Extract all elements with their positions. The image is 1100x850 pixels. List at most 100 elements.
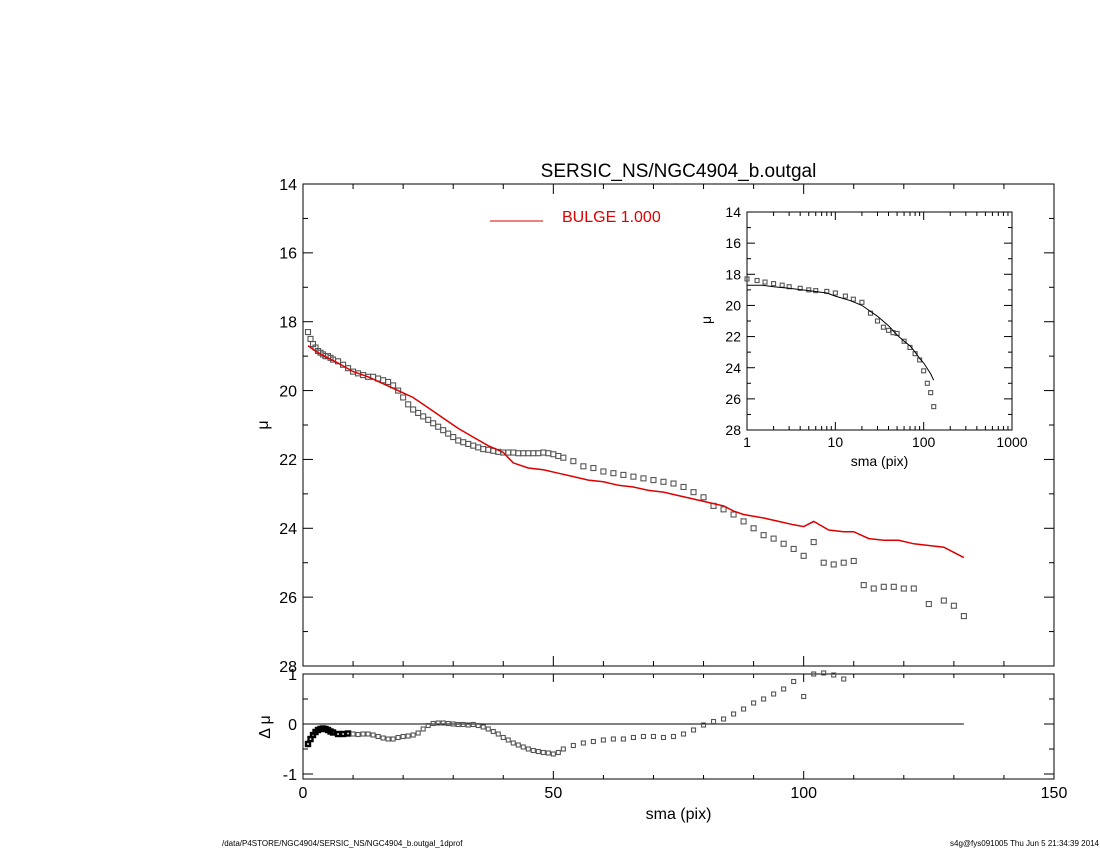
data-point [640, 475, 647, 482]
main-y-axis-label: μ [255, 420, 272, 429]
residual-point [570, 742, 576, 749]
legend-label: BULGE 1.000 [562, 209, 661, 226]
residual-point [480, 724, 486, 730]
data-point [430, 420, 437, 427]
residual-point [600, 737, 606, 743]
inset-data-point [806, 287, 812, 293]
inset-ytick-label: 26 [725, 391, 741, 407]
residual-point [555, 749, 561, 756]
residual-point [465, 722, 471, 728]
residual-xtick-label: 100 [790, 785, 817, 802]
inset-ytick-label: 18 [725, 266, 741, 282]
data-point [870, 585, 877, 592]
residual-point [520, 744, 526, 750]
data-point [550, 451, 557, 458]
inset-data-point [832, 290, 838, 296]
data-point [830, 561, 837, 568]
residual-ytick-label: 0 [288, 717, 297, 734]
residual-point [430, 720, 436, 727]
residual-point [505, 737, 511, 743]
data-point [940, 597, 947, 604]
inset-data-point [880, 324, 886, 330]
residual-point [344, 730, 352, 737]
residual-point [710, 718, 717, 725]
residual-point [450, 721, 456, 727]
data-point [410, 406, 417, 413]
data-point [580, 463, 587, 470]
data-point [535, 450, 542, 457]
residual-frame [302, 673, 1055, 780]
residual-point [550, 751, 556, 757]
inset-data-point [754, 277, 760, 284]
residual-point [415, 730, 421, 736]
residual-point [395, 734, 401, 741]
inset-data-point [859, 299, 865, 305]
inset-ytick-label: 20 [725, 297, 741, 313]
residual-xtick-label: 50 [544, 785, 562, 802]
residual-point [400, 733, 406, 740]
inset-data-point [850, 296, 856, 302]
residual-point [771, 691, 777, 697]
data-point [385, 378, 392, 386]
inset-data-point [813, 288, 819, 294]
inset-data-point [931, 404, 937, 410]
inset-data-point [901, 338, 907, 344]
data-point [600, 468, 607, 475]
inset-model-line [747, 284, 935, 381]
chart-title: SERSIC_NS/NGC4904_b.outgal [541, 161, 817, 182]
residual-point [365, 731, 371, 737]
data-point [435, 423, 442, 430]
residual-point [761, 696, 767, 702]
data-point [925, 600, 932, 608]
residual-x-axis-label: sma (pix) [646, 806, 712, 823]
main-ytick-label: 24 [279, 521, 297, 538]
inset-data-point [744, 276, 750, 282]
data-point [890, 583, 897, 590]
data-point [810, 539, 817, 546]
residual-point [731, 711, 737, 717]
data-point [555, 452, 562, 460]
data-point [307, 335, 314, 342]
data-point [630, 473, 637, 480]
residual-point [370, 732, 376, 738]
residual-point [791, 678, 797, 685]
residual-ytick-label: 1 [288, 667, 297, 684]
data-point [545, 450, 552, 457]
residual-point [425, 722, 431, 729]
residual-point [420, 726, 426, 732]
data-point [700, 494, 707, 501]
inset-xtick-label: 100 [912, 434, 936, 450]
data-point [445, 430, 452, 437]
data-point [540, 449, 547, 456]
residual-point [630, 734, 636, 741]
residual-point [640, 733, 647, 740]
residual-point [495, 731, 501, 737]
residual-point [535, 748, 541, 755]
main-ytick-label: 20 [279, 383, 297, 400]
residual-point [841, 676, 847, 682]
data-point [690, 489, 697, 496]
residual-point [455, 721, 461, 728]
data-point [425, 416, 432, 423]
data-point [800, 552, 807, 559]
data-point [730, 511, 737, 518]
residual-point [620, 736, 626, 742]
data-point [790, 545, 797, 552]
data-point [470, 442, 477, 449]
residual-point [801, 693, 807, 700]
residual-point [660, 734, 667, 741]
data-point [420, 413, 427, 420]
residual-xtick-label: 0 [299, 785, 308, 802]
residual-point [380, 735, 386, 741]
residual-point [334, 730, 342, 738]
main-ytick-label: 16 [279, 246, 297, 263]
footer-file-path: /data/P4STORE/NGC4904/SERSIC_NS/NGC4904_… [222, 839, 463, 848]
inset-ytick-label: 14 [725, 204, 741, 220]
residual-point [375, 733, 381, 740]
data-point [440, 427, 447, 434]
main-ytick-label: 26 [279, 590, 297, 607]
data-point [345, 365, 352, 372]
data-point [405, 401, 412, 408]
residual-point [390, 736, 396, 742]
